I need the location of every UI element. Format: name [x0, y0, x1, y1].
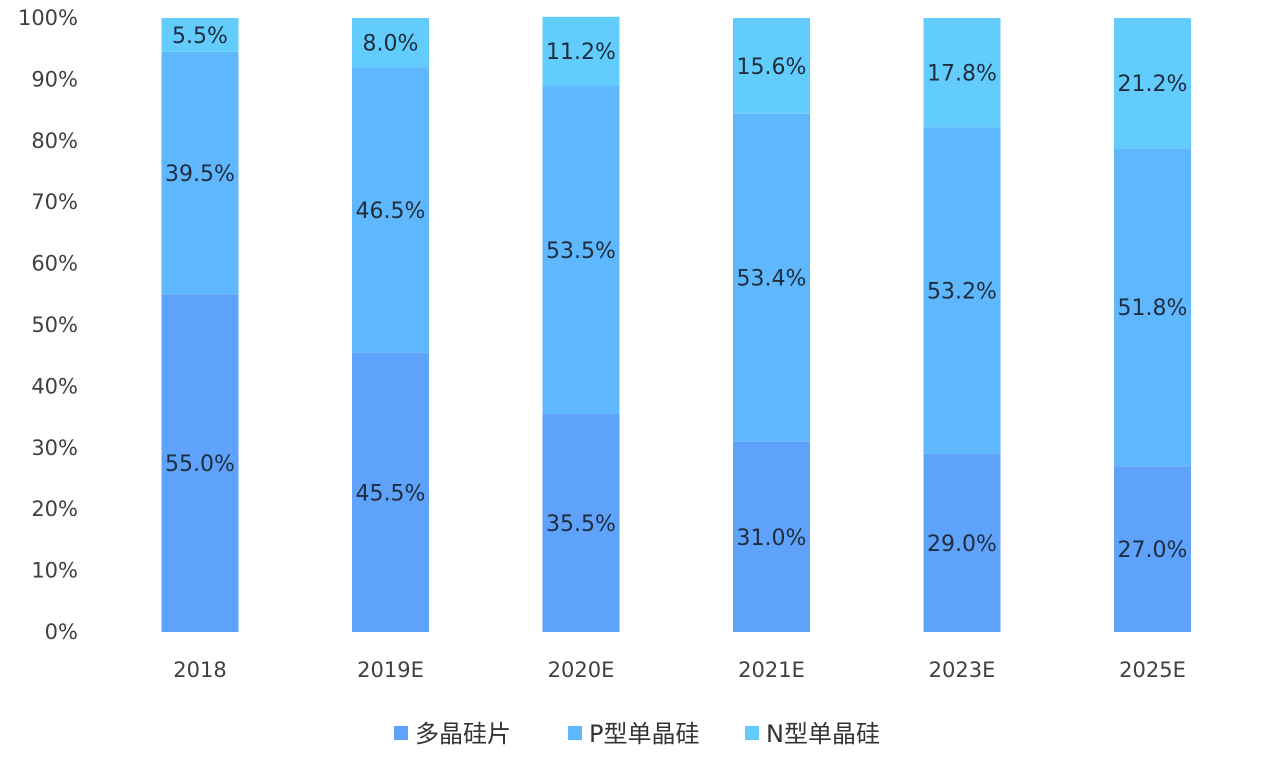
data-label: 45.5% — [356, 481, 426, 506]
bars — [161, 16, 1191, 632]
y-tick-label: 20% — [31, 497, 78, 521]
data-label: 11.2% — [546, 40, 616, 65]
bar-segment[interactable] — [923, 453, 1001, 632]
x-tick-label: 2020E — [548, 658, 615, 682]
y-tick-label: 40% — [31, 374, 78, 398]
x-tick-label: 2023E — [929, 658, 996, 682]
data-label: 53.2% — [927, 280, 997, 305]
bar-segment[interactable] — [542, 16, 620, 86]
bar-segment[interactable] — [923, 127, 1001, 454]
data-label: 51.8% — [1118, 296, 1188, 321]
legend-swatch — [394, 726, 408, 740]
bar-segment[interactable] — [733, 18, 810, 114]
bar-segment[interactable] — [923, 18, 1001, 128]
bar-segment[interactable] — [161, 18, 239, 52]
x-tick-label: 2025E — [1119, 658, 1186, 682]
data-label: 53.4% — [737, 267, 807, 292]
data-label: 31.0% — [737, 526, 807, 551]
legend-swatch — [745, 726, 759, 740]
y-tick-label: 0% — [45, 620, 78, 644]
y-tick-label: 70% — [31, 190, 78, 214]
legend[interactable]: 多晶硅片 P型单晶硅 N型单晶硅 — [394, 720, 880, 748]
bar-segment[interactable] — [1114, 148, 1191, 467]
y-tick-label: 30% — [31, 436, 78, 460]
bar-segment[interactable] — [352, 352, 429, 632]
y-tick-label: 50% — [31, 313, 78, 337]
legend-swatch — [568, 726, 582, 740]
data-label: 35.5% — [546, 512, 616, 537]
bar-segment[interactable] — [733, 441, 810, 632]
data-labels: 55.0% 39.5% 5.5% 45.5% 46.5% 8.0% 35.5% 53.5% 11… — [165, 24, 1187, 563]
data-label: 55.0% — [165, 452, 235, 477]
legend-label: 多晶硅片 — [415, 720, 511, 748]
data-label: 21.2% — [1118, 72, 1188, 97]
legend-item[interactable]: 多晶硅片 — [394, 720, 511, 748]
x-tick-label: 2021E — [738, 658, 805, 682]
bar-segment[interactable] — [1114, 466, 1191, 632]
x-axis: 2018 2019E 2020E 2021E 2023E 2025E — [173, 658, 1186, 682]
data-label: 39.5% — [165, 162, 235, 187]
bar-segment[interactable] — [1114, 18, 1191, 149]
data-label: 8.0% — [363, 32, 419, 57]
bar-segment[interactable] — [352, 67, 429, 353]
legend-item[interactable]: N型单晶硅 — [745, 720, 880, 748]
data-label: 27.0% — [1118, 538, 1188, 563]
data-label: 15.6% — [737, 55, 807, 80]
legend-item[interactable]: P型单晶硅 — [568, 720, 699, 748]
y-tick-label: 80% — [31, 129, 78, 153]
bar-segment[interactable] — [542, 414, 620, 632]
y-tick-label: 100% — [18, 6, 78, 30]
bar-segment[interactable] — [161, 51, 239, 295]
data-label: 17.8% — [927, 62, 997, 87]
bar-segment[interactable] — [733, 113, 810, 442]
data-label: 29.0% — [927, 532, 997, 557]
y-axis: 0% 10% 20% 30% 40% 50% 60% 70% 80% 90% 100% — [18, 6, 78, 644]
x-tick-label: 2019E — [357, 658, 424, 682]
data-label: 5.5% — [172, 24, 228, 49]
x-tick-label: 2018 — [173, 658, 226, 682]
bar-segment[interactable] — [352, 18, 429, 68]
legend-label: N型单晶硅 — [766, 720, 880, 748]
y-tick-label: 10% — [31, 559, 78, 583]
y-tick-label: 60% — [31, 252, 78, 276]
y-tick-label: 90% — [31, 67, 78, 91]
data-label: 46.5% — [356, 199, 426, 224]
bar-segment[interactable] — [161, 294, 239, 632]
legend-label: P型单晶硅 — [589, 720, 699, 748]
data-label: 53.5% — [546, 239, 616, 264]
bar-segment[interactable] — [542, 85, 620, 415]
